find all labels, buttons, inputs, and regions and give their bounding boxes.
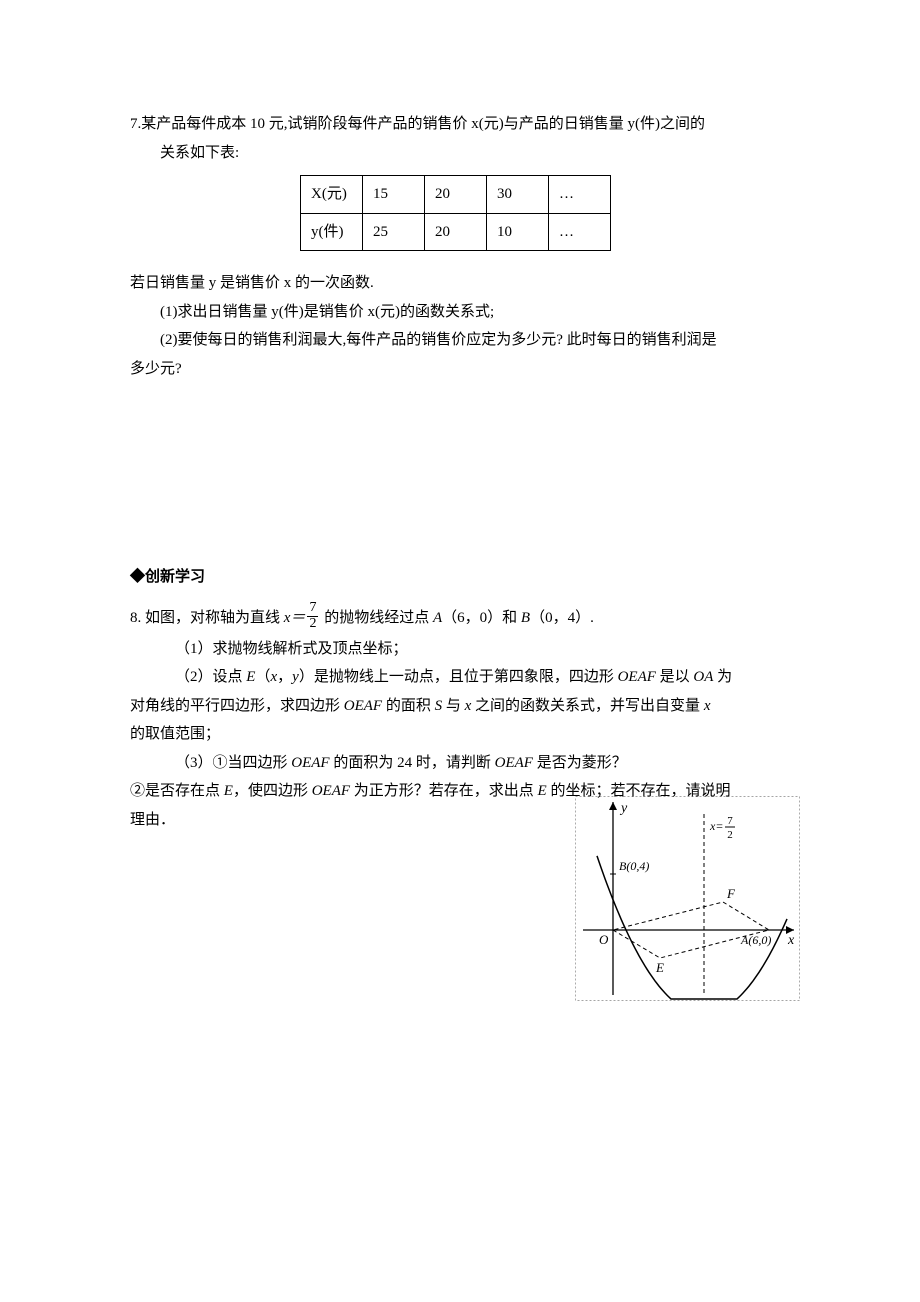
table-cell: … [549, 213, 611, 251]
graph-figure: yxOB(0,4)A(6,0)EFx=72 [575, 796, 800, 1012]
text: ， [277, 669, 292, 685]
q8-OA: OA [693, 669, 713, 685]
q8-x3: x [704, 698, 711, 714]
q8-sub2-line3: 的取值范围； [130, 720, 790, 749]
q8-E3: E [538, 783, 547, 799]
table-cell: 20 [425, 176, 487, 214]
q7-intro: 7.某产品每件成本 10 元,试销阶段每件产品的销售价 x(元)与产品的日销售量… [130, 110, 790, 167]
q7-line4: 多少元? [130, 355, 790, 384]
q8-line1: 8. 如图，对称轴为直线 x＝72 的抛物线经过点 A（6，0）和 B（0，4）… [130, 602, 790, 635]
q8-sub2-line1: （2）设点 E（x，y）是抛物线上一动点，且位于第四象限，四边形 OEAF 是以… [130, 663, 790, 692]
table-cell: 15 [363, 176, 425, 214]
text: 是否为菱形？ [533, 755, 627, 771]
q8-B: B [521, 610, 530, 626]
text: ②是否存在点 [130, 783, 224, 799]
table-row: X(元) 15 20 30 … [301, 176, 611, 214]
svg-text:B(0,4): B(0,4) [619, 859, 649, 873]
svg-text:7: 7 [727, 815, 733, 827]
q8-OEAF: OEAF [618, 669, 656, 685]
svg-text:A(6,0): A(6,0) [740, 933, 771, 947]
text: 为正方形？若存在，求出点 [350, 783, 538, 799]
q8-xeq: x＝ [284, 610, 306, 626]
text: 的坐标；若不存在，请说明 [547, 783, 731, 799]
q8-OEAF4: OEAF [495, 755, 533, 771]
svg-text:2: 2 [727, 829, 733, 841]
q8-E2: E [224, 783, 233, 799]
q8-OEAF5: OEAF [312, 783, 350, 799]
table-row: y(件) 25 20 10 … [301, 213, 611, 251]
table-cell: y(件) [301, 213, 363, 251]
frac-num: 7 [307, 601, 318, 617]
q8-S: S [435, 698, 443, 714]
q7-line3: (2)要使每日的销售利润最大,每件产品的销售价应定为多少元? 此时每日的销售利润… [130, 326, 790, 355]
text: 对角线的平行四边形，求四边形 [130, 698, 344, 714]
text: （3）①当四边形 [175, 755, 291, 771]
q8-l1d: （0，4）. [530, 610, 594, 626]
text: ，使四边形 [233, 783, 312, 799]
q8-A: A [433, 610, 442, 626]
text: 的面积 [382, 698, 435, 714]
table-cell: 25 [363, 213, 425, 251]
svg-text:O: O [599, 932, 609, 947]
q7-line1: 若日销售量 y 是销售价 x 的一次函数. [130, 269, 790, 298]
table-cell: 10 [487, 213, 549, 251]
q8-l1c: （6，0）和 [442, 610, 521, 626]
q7-intro-l1: 7.某产品每件成本 10 元,试销阶段每件产品的销售价 x(元)与产品的日销售量… [130, 116, 705, 132]
q8-OEAF3: OEAF [291, 755, 329, 771]
table-cell: X(元) [301, 176, 363, 214]
q8-OEAF2: OEAF [344, 698, 382, 714]
q7-intro-l2: 关系如下表: [160, 145, 239, 161]
section-title: ◆创新学习 [130, 563, 790, 592]
text: 之间的函数关系式，并写出自变量 [471, 698, 704, 714]
text: 的面积为 24 时，请判断 [330, 755, 495, 771]
svg-text:F: F [726, 886, 736, 901]
svg-text:x: x [787, 933, 795, 948]
text: （2）设点 [175, 669, 246, 685]
q7-table: X(元) 15 20 30 … y(件) 25 20 10 … [300, 175, 611, 251]
q8-sub3: （3）①当四边形 OEAF 的面积为 24 时，请判断 OEAF 是否为菱形？ [130, 749, 790, 778]
q8-frac: 72 [307, 601, 318, 631]
parabola-graph: yxOB(0,4)A(6,0)EFx=72 [575, 796, 800, 1001]
q7-line2: (1)求出日销售量 y(件)是销售价 x(元)的函数关系式; [130, 298, 790, 327]
table-cell: … [549, 176, 611, 214]
q8-y: y [292, 669, 299, 685]
text: 与 [442, 698, 465, 714]
table-cell: 20 [425, 213, 487, 251]
svg-text:x=: x= [709, 819, 723, 833]
svg-text:E: E [655, 960, 664, 975]
frac-den: 2 [307, 617, 318, 632]
q8-sub4-line1: ②是否存在点 E，使四边形 OEAF 为正方形？若存在，求出点 E 的坐标；若不… [130, 777, 790, 806]
q8-l1b: 的抛物线经过点 [320, 610, 433, 626]
q8-sub1: （1）求抛物线解析式及顶点坐标； [130, 635, 790, 664]
table-cell: 30 [487, 176, 549, 214]
text: 为 [713, 669, 732, 685]
text: ）是抛物线上一动点，且位于第四象限，四边形 [299, 669, 618, 685]
q8-l1a: 8. 如图，对称轴为直线 [130, 610, 284, 626]
text: 是以 [656, 669, 694, 685]
text: （ [255, 669, 270, 685]
q8-sub2-line2: 对角线的平行四边形，求四边形 OEAF 的面积 S 与 x 之间的函数关系式，并… [130, 692, 790, 721]
